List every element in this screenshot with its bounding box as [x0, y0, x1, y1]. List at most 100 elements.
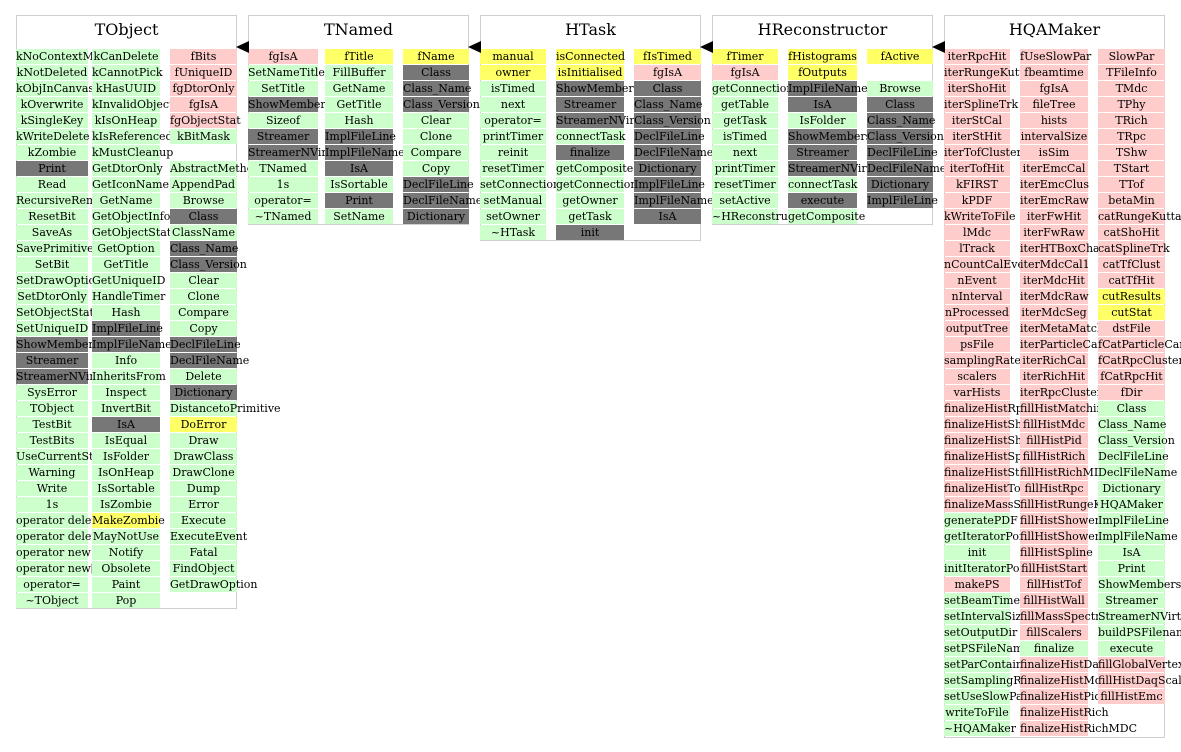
member-cell: catRungeKuttaTrk	[1098, 209, 1181, 224]
member-cell: fillMassSpectrum	[1020, 609, 1118, 624]
member-cell: Execute	[170, 513, 237, 528]
member-cell: ShowMembers	[248, 97, 332, 112]
member-cell: AppendPad	[170, 177, 237, 192]
member-cell: next	[480, 97, 546, 112]
member-cell: kIsOnHeap	[92, 113, 160, 128]
member-cell: kNoContextMenu	[16, 49, 115, 64]
member-cell: UseCurrentStyle	[16, 449, 110, 464]
member-cell: getConnections	[556, 177, 644, 192]
member-cell: fgIsA	[1020, 81, 1088, 96]
member-cell: fgIsA	[170, 97, 237, 112]
member-cell: InheritsFrom	[92, 369, 166, 384]
member-cell: printTimer	[480, 129, 546, 144]
member-cell: kInvalidObject	[92, 97, 174, 112]
member-cell: Draw	[170, 433, 237, 448]
member-cell: Class_Name	[1098, 417, 1167, 432]
member-cell: ~HQAMaker	[944, 721, 1017, 736]
member-cell: isTimed	[712, 129, 778, 144]
member-cell: fillHistWall	[1020, 593, 1088, 608]
member-cell: MakeZombie	[92, 513, 165, 528]
member-cell: SetUniqueID	[16, 321, 89, 336]
member-cell: ImplFileName	[788, 81, 868, 96]
member-cell: finalizeHistShowerRpc	[944, 433, 1072, 448]
member-cell: FillBuffer	[325, 65, 393, 80]
member-cell: TNamed	[248, 161, 318, 176]
member-cell: getComposite	[788, 209, 866, 224]
member-cell: IsZombie	[92, 497, 160, 512]
member-cell: kWriteDelete	[16, 129, 90, 144]
member-cell: Class_Name	[634, 97, 703, 112]
member-cell: operator new[]	[16, 561, 100, 576]
member-cell: Clear	[170, 273, 237, 288]
member-column: fTimer fgIsA getConnections getTable getTask…	[712, 49, 810, 225]
member-cell: getTable	[712, 97, 778, 112]
member-cell: TFileInfo	[1098, 65, 1165, 80]
member-cell: nInterval	[944, 289, 1010, 304]
member-cell: connectTask	[788, 177, 858, 192]
member-cell: iterMdcSeg	[1020, 305, 1088, 320]
member-cell: finalizeHistMdc	[1020, 673, 1108, 688]
member-cell: fillHistRichMDC	[1020, 465, 1112, 480]
member-cell: Dictionary	[403, 209, 469, 224]
member-cell: IsA	[1098, 545, 1165, 560]
member-cell: Class_Name	[867, 113, 936, 128]
member-cell: connectTask	[556, 129, 626, 144]
member-cell: setUseSlowPar	[944, 689, 1028, 704]
member-cell: catSplineTrk	[1098, 241, 1170, 256]
member-cell: kCannotPick	[92, 65, 163, 80]
member-cell: TPhy	[1098, 97, 1165, 112]
member-cell: Read	[16, 177, 88, 192]
member-cell: intervalSize	[1020, 129, 1088, 144]
member-cell: init	[944, 545, 1010, 560]
member-cell: ImplFileLine	[325, 129, 396, 144]
member-cell: isSim	[1020, 145, 1088, 160]
member-cell: ImplFileLine	[867, 193, 938, 208]
member-cell: ~TObject	[16, 593, 88, 608]
member-cell: setSamplingRate	[944, 673, 1040, 688]
member-cell: iterRichHit	[1020, 369, 1088, 384]
member-cell: kFIRST	[944, 177, 1010, 192]
member-cell: StreamerNVirtual	[788, 161, 889, 176]
member-cell: operator delete[]	[16, 529, 111, 544]
member-cell: TTof	[1098, 177, 1165, 192]
member-cell: iterSplineTrk	[944, 97, 1019, 112]
member-cell: DrawClass	[170, 449, 237, 464]
member-cell: next	[712, 145, 778, 160]
member-column: isConnected isInitialised ShowMembers Strea…	[556, 49, 656, 241]
member-cell: fHistograms	[788, 49, 857, 64]
member-cell: iterMdcCal1	[1020, 257, 1090, 272]
member-cell-empty	[170, 145, 237, 160]
member-cell: Print	[16, 161, 88, 176]
member-cell: kZombie	[16, 145, 88, 160]
inheritance-arrow-htask-tnamed	[468, 40, 482, 54]
member-cell: nCountCalEvents	[944, 257, 1042, 272]
member-cell: operator=	[480, 113, 546, 128]
member-cell: Class_Version	[403, 97, 480, 112]
member-cell: SetBit	[16, 257, 88, 272]
member-cell: HandleTimer	[92, 289, 166, 304]
member-cell: Class_Version	[170, 257, 247, 272]
member-column: manual owner isTimed next operator= printTime…	[480, 49, 566, 241]
member-cell: DistancetoPrimitive	[170, 401, 281, 416]
member-cell: GetTitle	[92, 257, 160, 272]
member-cell: GetIconName	[92, 177, 170, 192]
member-cell: Class_Version	[867, 129, 944, 144]
member-cell: fillHistShower	[1020, 513, 1100, 528]
member-cell: ImplFileName	[92, 337, 172, 352]
member-cell: iterStCal	[944, 113, 1010, 128]
member-cell: SlowPar	[1098, 49, 1165, 64]
member-column: fIsTimed fgIsA Class Class_Name Class_Versio…	[634, 49, 714, 225]
member-cell: getTask	[712, 113, 778, 128]
class-title-tnamed: TNamed	[323, 20, 394, 39]
member-cell: operator new	[16, 545, 91, 560]
member-cell: GetObjectInfo	[92, 209, 171, 224]
member-cell: Streamer	[248, 129, 318, 144]
member-column: fActive Browse Class Class_Name Class_Versio…	[867, 49, 946, 209]
member-cell: scalers	[944, 369, 1010, 384]
member-cell: lTrack	[944, 241, 1010, 256]
member-cell: IsA	[325, 161, 393, 176]
member-cell: fActive	[867, 49, 933, 64]
member-cell: ImplFileName	[634, 193, 714, 208]
member-cell: isTimed	[480, 81, 546, 96]
member-cell: fillHistRungeKutta	[1020, 497, 1125, 512]
